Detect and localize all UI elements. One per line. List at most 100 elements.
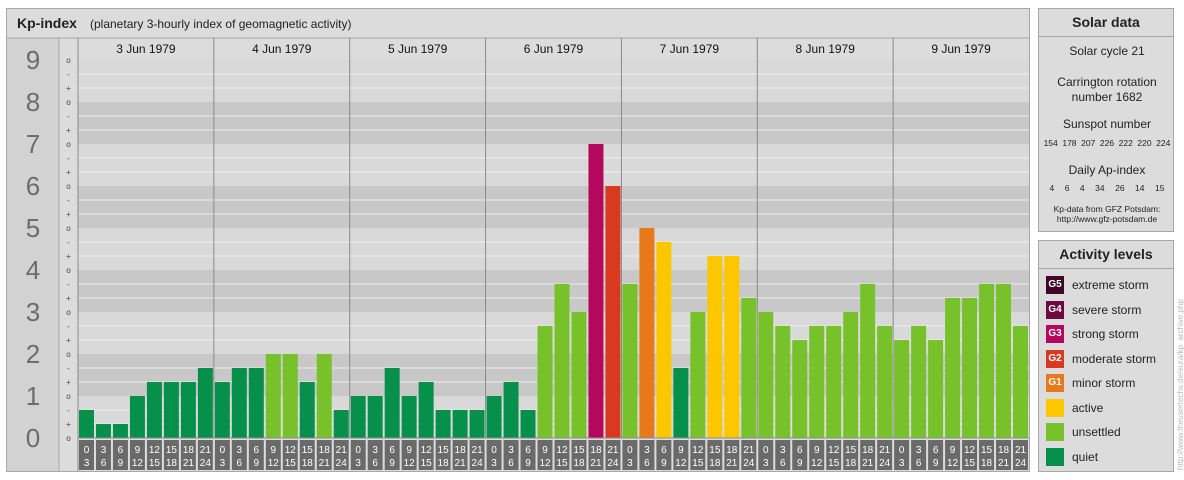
interval-label-box bbox=[214, 440, 230, 470]
interval-end-label: 3 bbox=[627, 458, 633, 469]
interval-end-label: 18 bbox=[981, 458, 993, 469]
interval-label-box bbox=[299, 440, 315, 470]
sunspot-value: 207 bbox=[1081, 138, 1096, 148]
minor-tick-label: o bbox=[66, 98, 71, 107]
ap-index-title: Daily Ap-index bbox=[1068, 163, 1146, 177]
interval-end-label: 9 bbox=[118, 458, 124, 469]
minor-tick-label: - bbox=[67, 154, 70, 163]
interval-label-box bbox=[911, 440, 927, 470]
interval-start-label: 0 bbox=[84, 445, 90, 456]
interval-end-label: 9 bbox=[389, 458, 395, 469]
kp-bar bbox=[486, 396, 502, 438]
interval-end-label: 18 bbox=[845, 458, 857, 469]
level-swatch bbox=[1046, 398, 1064, 417]
interval-end-label: 24 bbox=[336, 458, 348, 469]
interval-label-box bbox=[605, 440, 621, 470]
kp-bar bbox=[197, 367, 213, 438]
kp-bar bbox=[350, 396, 366, 438]
kp-bar bbox=[469, 409, 485, 438]
sunspot-value: 154 bbox=[1043, 138, 1058, 148]
minor-tick-label: - bbox=[67, 238, 70, 247]
grid-band bbox=[78, 270, 1029, 312]
interval-start-label: 18 bbox=[319, 445, 331, 456]
interval-end-label: 6 bbox=[644, 458, 650, 469]
credit-line-2: http://www.gfz-potsdam.de bbox=[1056, 214, 1158, 224]
interval-end-label: 15 bbox=[556, 458, 568, 469]
interval-label-box bbox=[537, 440, 553, 470]
chart-subtitle: (planetary 3-hourly index of geomagnetic… bbox=[90, 17, 352, 31]
kp-bar bbox=[554, 283, 570, 438]
interval-end-label: 6 bbox=[508, 458, 514, 469]
level-label: strong storm bbox=[1072, 327, 1139, 341]
interval-end-label: 12 bbox=[268, 458, 280, 469]
interval-label-box bbox=[724, 440, 740, 470]
interval-label-box bbox=[775, 440, 791, 470]
day-label: 7 Jun 1979 bbox=[660, 42, 720, 56]
level-label: severe storm bbox=[1072, 302, 1142, 317]
interval-start-label: 21 bbox=[607, 445, 619, 456]
interval-label-box bbox=[503, 440, 519, 470]
kp-bar bbox=[911, 325, 927, 438]
interval-end-label: 18 bbox=[302, 458, 314, 469]
interval-start-label: 6 bbox=[525, 445, 531, 456]
interval-label-box bbox=[401, 440, 417, 470]
y-tick-label: 4 bbox=[26, 255, 40, 285]
minor-tick-label: o bbox=[66, 434, 71, 443]
minor-tick-label: + bbox=[66, 252, 71, 261]
level-label: unsettled bbox=[1072, 425, 1121, 439]
minor-tick-label: + bbox=[66, 294, 71, 303]
interval-label-box bbox=[129, 440, 145, 470]
kp-bar bbox=[333, 409, 349, 438]
interval-start-label: 12 bbox=[285, 445, 297, 456]
interval-label-box bbox=[826, 440, 842, 470]
day-label: 3 Jun 1979 bbox=[116, 42, 176, 56]
kp-bar bbox=[996, 283, 1012, 438]
interval-label-box bbox=[112, 440, 128, 470]
minor-tick-label: - bbox=[67, 280, 70, 289]
interval-label-box bbox=[384, 440, 400, 470]
level-swatch: G3 bbox=[1046, 325, 1064, 343]
minor-tick-label: o bbox=[66, 224, 71, 233]
y-tick-label: 7 bbox=[26, 129, 40, 159]
kp-bar bbox=[95, 424, 111, 438]
interval-label-box bbox=[707, 440, 723, 470]
interval-label-box bbox=[656, 440, 672, 470]
sunspot-title: Sunspot number bbox=[1062, 117, 1152, 131]
minor-tick-label: o bbox=[66, 308, 71, 317]
y-tick-label: 3 bbox=[26, 297, 40, 327]
y-tick-label: 0 bbox=[26, 423, 40, 453]
interval-end-label: 15 bbox=[149, 458, 161, 469]
level-swatch: G4 bbox=[1046, 300, 1064, 319]
interval-end-label: 12 bbox=[947, 458, 959, 469]
interval-label-box bbox=[435, 440, 451, 470]
interval-end-label: 18 bbox=[166, 458, 178, 469]
kp-bar bbox=[690, 312, 706, 438]
interval-label-box bbox=[146, 440, 162, 470]
interval-start-label: 3 bbox=[916, 445, 922, 456]
interval-start-label: 6 bbox=[118, 445, 124, 456]
grid-band bbox=[78, 186, 1029, 228]
interval-start-label: 9 bbox=[135, 445, 141, 456]
interval-label-box bbox=[877, 440, 893, 470]
interval-end-label: 9 bbox=[661, 458, 667, 469]
chart-title: Kp-index bbox=[17, 15, 77, 31]
interval-end-label: 15 bbox=[285, 458, 297, 469]
kp-bar bbox=[1013, 325, 1028, 438]
kp-bar bbox=[214, 382, 230, 438]
interval-start-label: 9 bbox=[542, 445, 548, 456]
kp-bar bbox=[316, 354, 332, 438]
ap-index-value: 4 bbox=[1079, 183, 1085, 193]
activity-level-row: quiet bbox=[1046, 447, 1098, 467]
interval-start-label: 21 bbox=[336, 445, 348, 456]
interval-start-label: 6 bbox=[797, 445, 803, 456]
kp-bar bbox=[452, 409, 468, 438]
activity-level-row: G2 moderate storm bbox=[1046, 349, 1156, 369]
interval-label-box bbox=[520, 440, 536, 470]
interval-end-label: 3 bbox=[763, 458, 769, 469]
sunspot-value: 224 bbox=[1156, 138, 1171, 148]
interval-label-box bbox=[418, 440, 434, 470]
activity-level-row: unsettled bbox=[1046, 422, 1121, 442]
ap-index-values: 4 6 4 34 26 14 15 bbox=[1039, 183, 1175, 193]
minor-tick-label: - bbox=[67, 364, 70, 373]
interval-end-label: 6 bbox=[916, 458, 922, 469]
